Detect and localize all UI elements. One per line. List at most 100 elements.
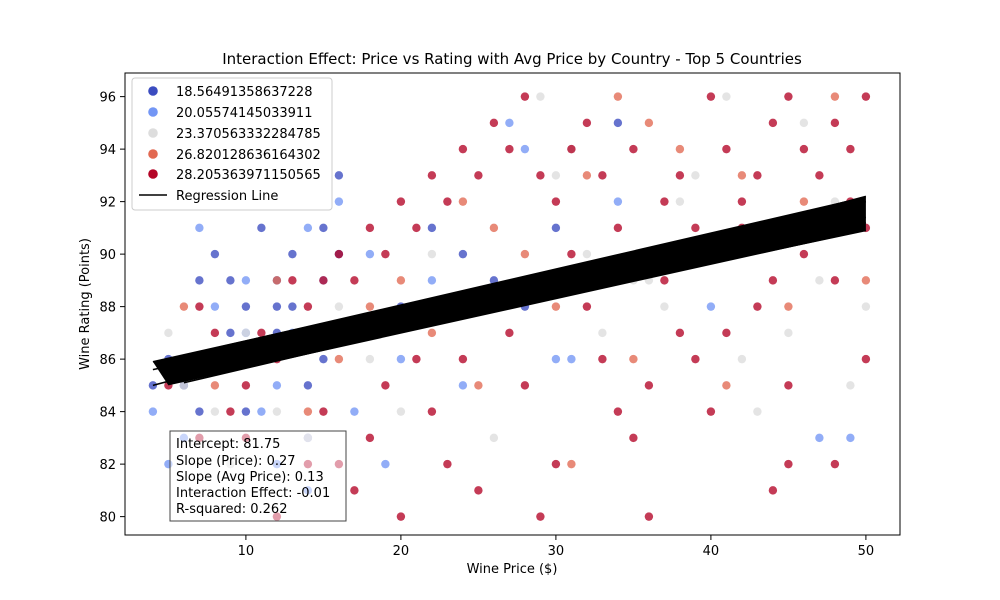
point-series-5-81 xyxy=(691,354,700,364)
point-series-3-23 xyxy=(861,302,871,311)
point-series-3-1 xyxy=(164,328,173,338)
point-series-5-54 xyxy=(365,433,375,443)
point-series-5-50 xyxy=(629,433,638,443)
y-tick-label: 86 xyxy=(99,353,116,368)
point-series-5-62 xyxy=(458,354,468,364)
point-series-4-27 xyxy=(567,459,576,469)
legend-box xyxy=(131,77,333,211)
point-series-3-30 xyxy=(815,276,824,285)
y-tick-label: 92 xyxy=(99,196,116,211)
point-series-3-16 xyxy=(582,249,592,259)
point-series-4-5 xyxy=(303,407,313,416)
point-series-4-6 xyxy=(334,354,344,364)
point-series-1-7 xyxy=(241,302,251,311)
point-series-5-12 xyxy=(334,249,344,259)
point-series-3-35 xyxy=(489,433,499,443)
point-series-3-9 xyxy=(334,302,344,311)
point-series-3-21 xyxy=(799,118,809,128)
point-series-5-86 xyxy=(768,486,778,495)
point-series-2-25 xyxy=(846,433,855,443)
point-series-5-3 xyxy=(195,302,204,311)
point-series-1-34 xyxy=(272,302,282,311)
legend-label-series-3: 23.370563332284785 xyxy=(176,127,321,142)
point-series-5-28 xyxy=(582,118,592,128)
point-series-4-9 xyxy=(427,328,437,338)
point-series-5-31 xyxy=(629,144,638,154)
x-axis-label: Wine Price ($) xyxy=(467,562,558,577)
point-series-4-24 xyxy=(474,381,483,390)
point-series-3-11 xyxy=(396,407,406,416)
point-series-5-47 xyxy=(396,512,406,521)
point-series-1-27 xyxy=(458,249,468,259)
y-tick-label: 94 xyxy=(99,143,116,158)
point-series-4-15 xyxy=(613,92,623,101)
y-tick-label: 82 xyxy=(99,458,116,473)
point-series-5-39 xyxy=(753,171,762,180)
point-series-5-24 xyxy=(520,92,530,101)
point-series-5-52 xyxy=(784,381,793,390)
point-series-1-14 xyxy=(210,249,220,259)
point-series-5-83 xyxy=(350,486,359,495)
point-series-2-11 xyxy=(303,223,313,233)
point-series-2-4 xyxy=(195,223,204,233)
point-series-5-87 xyxy=(830,459,840,469)
legend-label-series-1: 18.56491358637228 xyxy=(176,85,312,100)
point-series-5-22 xyxy=(489,118,499,128)
x-tick-label: 20 xyxy=(393,544,410,559)
point-series-5-34 xyxy=(675,171,685,180)
point-series-2-17 xyxy=(458,381,468,390)
point-series-5-33 xyxy=(660,197,669,206)
x-tick-label: 40 xyxy=(703,544,720,559)
point-series-4-25 xyxy=(629,354,638,364)
point-series-2-16 xyxy=(427,276,437,285)
point-series-1-6 xyxy=(226,328,235,338)
chart-title: Interaction Effect: Price vs Rating with… xyxy=(222,50,802,68)
point-series-5-85 xyxy=(644,512,654,521)
point-series-5-14 xyxy=(365,223,375,233)
point-series-2-13 xyxy=(334,197,344,206)
point-series-5-82 xyxy=(784,459,793,469)
point-series-5-37 xyxy=(722,144,731,154)
point-series-5-29 xyxy=(598,171,607,180)
stats-interaction-effect: Interaction Effect: -0.01 xyxy=(176,486,330,501)
point-series-5-36 xyxy=(706,92,716,101)
point-series-3-10 xyxy=(365,354,375,364)
point-series-2-30 xyxy=(350,407,359,416)
point-series-2-26 xyxy=(505,118,514,128)
point-series-5-35 xyxy=(691,223,700,233)
point-series-5-20 xyxy=(458,144,468,154)
point-series-3-12 xyxy=(427,249,437,259)
point-series-5-58 xyxy=(675,328,685,338)
point-series-3-29 xyxy=(784,328,793,338)
point-series-5-48 xyxy=(474,486,483,495)
point-series-1-15 xyxy=(241,407,251,416)
point-series-5-63 xyxy=(582,302,592,311)
x-tick-label: 10 xyxy=(238,544,255,559)
point-series-5-7 xyxy=(257,328,266,338)
point-series-2-14 xyxy=(365,249,375,259)
point-series-3-5 xyxy=(241,328,251,338)
point-series-5-11 xyxy=(319,276,328,285)
point-series-5-49 xyxy=(551,459,561,469)
point-series-5-30 xyxy=(613,223,623,233)
point-series-3-7 xyxy=(272,407,282,416)
legend: 18.56491358637228 20.05574145033911 23.3… xyxy=(131,77,333,211)
point-series-4-22 xyxy=(830,92,840,101)
point-series-5-64 xyxy=(768,276,778,285)
point-series-5-67 xyxy=(505,328,514,338)
point-series-5-55 xyxy=(427,407,437,416)
point-series-1-19 xyxy=(257,223,266,233)
point-series-5-19 xyxy=(443,197,452,206)
point-series-5-60 xyxy=(830,276,840,285)
point-series-1-11 xyxy=(303,381,313,390)
y-tick-label: 84 xyxy=(99,406,116,421)
point-series-5-40 xyxy=(768,118,778,128)
x-tick-label: 30 xyxy=(548,544,565,559)
x-tick-label: 50 xyxy=(858,544,875,559)
point-series-5-13 xyxy=(350,276,359,285)
y-tick-label: 80 xyxy=(99,511,116,526)
point-series-5-27 xyxy=(567,144,576,154)
point-series-2-8 xyxy=(257,407,266,416)
regression-band xyxy=(152,196,866,386)
point-series-2-15 xyxy=(396,354,406,364)
